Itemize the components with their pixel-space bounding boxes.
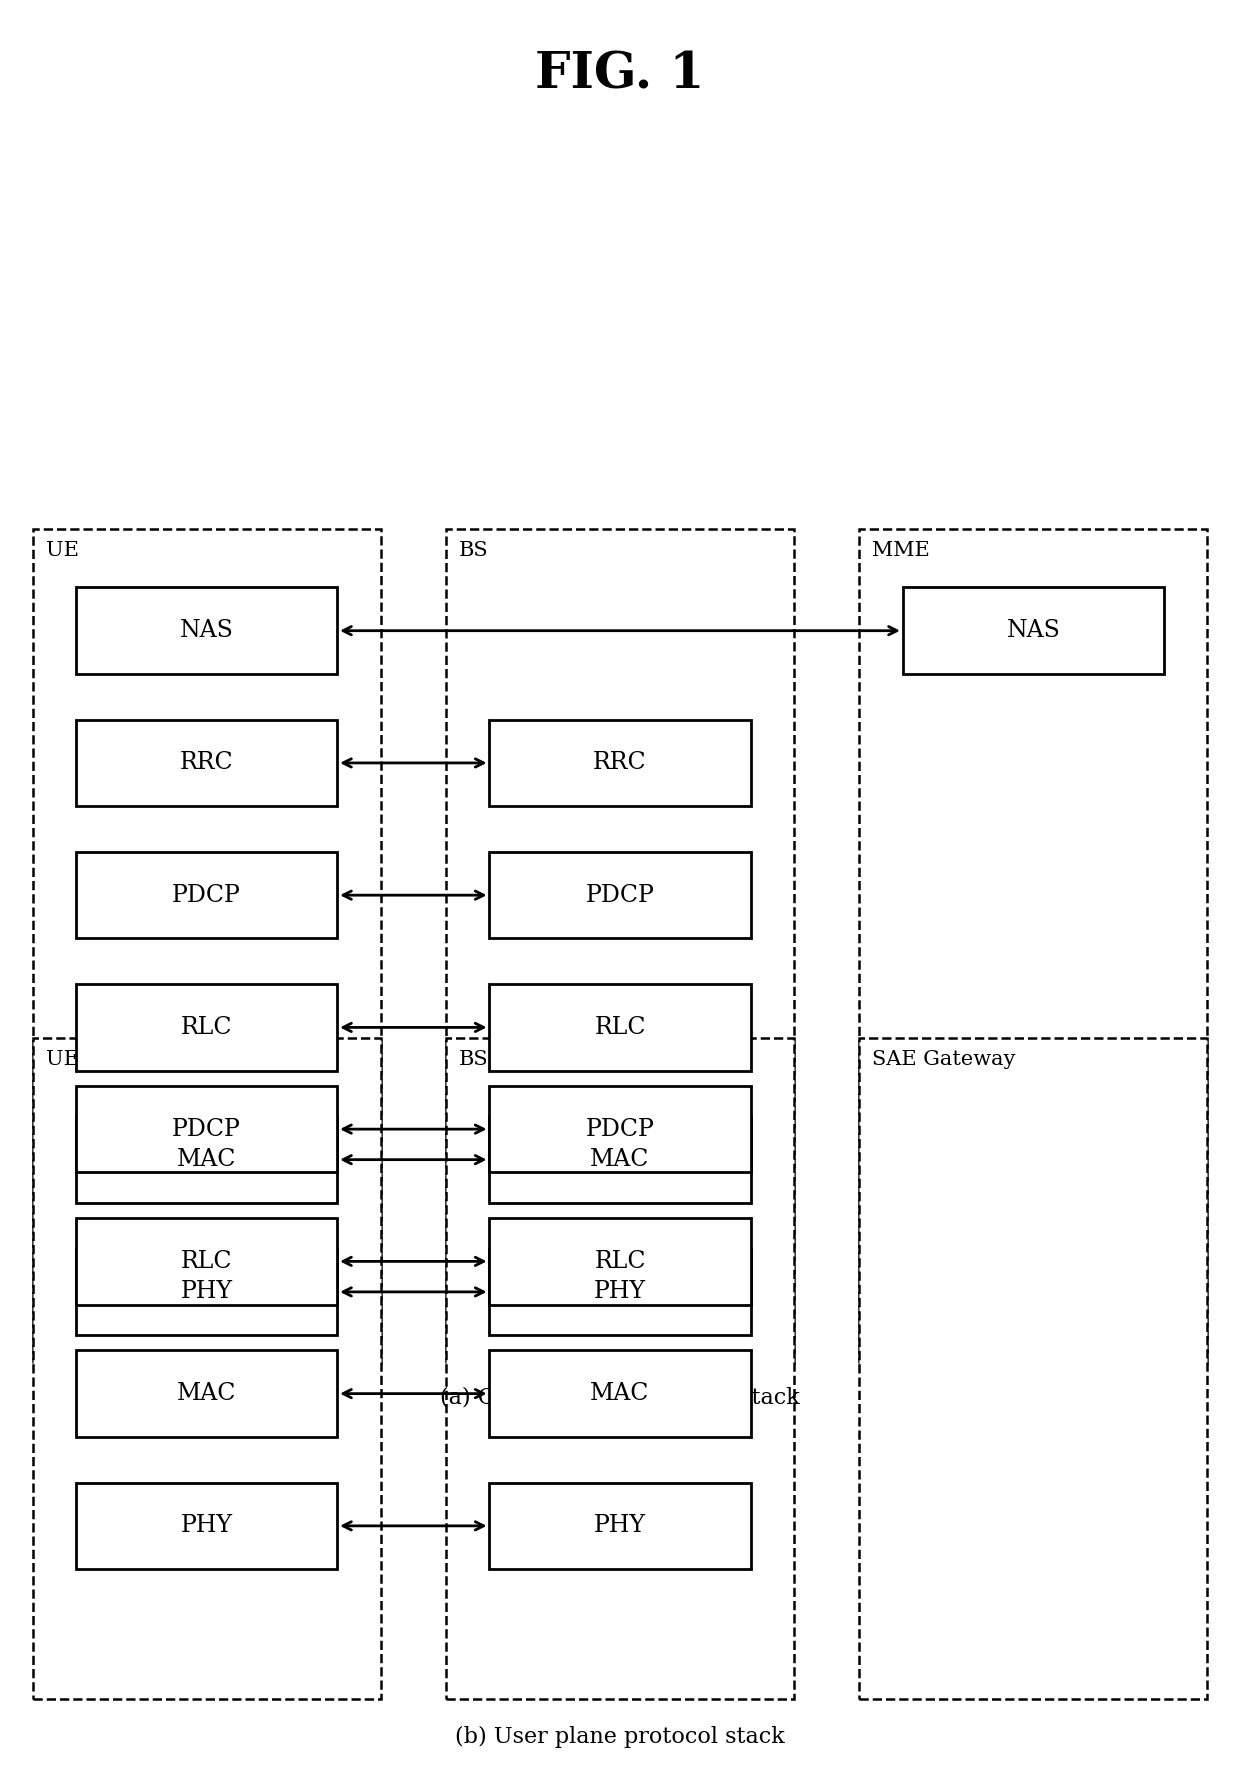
Bar bbox=[859, 1037, 1208, 1699]
Text: (b) User plane protocol stack: (b) User plane protocol stack bbox=[455, 1726, 785, 1747]
Bar bbox=[490, 1351, 750, 1437]
Text: MAC: MAC bbox=[590, 1382, 650, 1405]
Bar bbox=[76, 1351, 337, 1437]
Text: BS: BS bbox=[459, 542, 489, 559]
Bar bbox=[32, 529, 381, 1363]
Bar bbox=[76, 851, 337, 938]
Bar bbox=[490, 984, 750, 1071]
Bar bbox=[76, 1087, 337, 1172]
Text: RLC: RLC bbox=[594, 1016, 646, 1039]
Text: RLC: RLC bbox=[181, 1016, 232, 1039]
Text: (a) Control plane protocol stack: (a) Control plane protocol stack bbox=[440, 1386, 800, 1409]
Text: PDCP: PDCP bbox=[172, 1117, 241, 1140]
Text: MAC: MAC bbox=[177, 1149, 237, 1172]
Bar bbox=[76, 720, 337, 805]
Text: UE: UE bbox=[46, 1050, 78, 1069]
Text: PHY: PHY bbox=[181, 1515, 233, 1538]
Bar bbox=[490, 851, 750, 938]
Bar bbox=[490, 1117, 750, 1204]
Text: MME: MME bbox=[873, 542, 930, 559]
Bar bbox=[76, 1483, 337, 1568]
Bar bbox=[490, 1087, 750, 1172]
Text: UE: UE bbox=[46, 542, 78, 559]
Text: RRC: RRC bbox=[180, 752, 233, 775]
Text: RLC: RLC bbox=[594, 1250, 646, 1273]
Text: BS: BS bbox=[459, 1050, 489, 1069]
Bar bbox=[490, 1483, 750, 1568]
Bar bbox=[76, 984, 337, 1071]
Bar bbox=[76, 1248, 337, 1335]
Bar bbox=[446, 529, 794, 1363]
Text: NAS: NAS bbox=[180, 620, 233, 643]
Bar bbox=[32, 1037, 381, 1699]
Text: RLC: RLC bbox=[181, 1250, 232, 1273]
Text: PDCP: PDCP bbox=[585, 1117, 655, 1140]
Text: SAE Gateway: SAE Gateway bbox=[873, 1050, 1016, 1069]
Bar bbox=[76, 588, 337, 674]
Text: NAS: NAS bbox=[1007, 620, 1060, 643]
Text: MAC: MAC bbox=[590, 1149, 650, 1172]
Text: PDCP: PDCP bbox=[585, 883, 655, 906]
Text: PHY: PHY bbox=[181, 1280, 233, 1303]
Text: PHY: PHY bbox=[594, 1515, 646, 1538]
Text: MAC: MAC bbox=[177, 1382, 237, 1405]
Text: RRC: RRC bbox=[593, 752, 647, 775]
Bar bbox=[903, 588, 1164, 674]
Bar bbox=[446, 1037, 794, 1699]
Bar bbox=[490, 1248, 750, 1335]
Bar bbox=[490, 720, 750, 805]
Bar bbox=[490, 1218, 750, 1304]
Bar bbox=[859, 529, 1208, 1363]
Text: FIG. 1: FIG. 1 bbox=[536, 51, 704, 99]
Text: PDCP: PDCP bbox=[172, 883, 241, 906]
Bar bbox=[76, 1218, 337, 1304]
Bar bbox=[76, 1117, 337, 1204]
Text: PHY: PHY bbox=[594, 1280, 646, 1303]
